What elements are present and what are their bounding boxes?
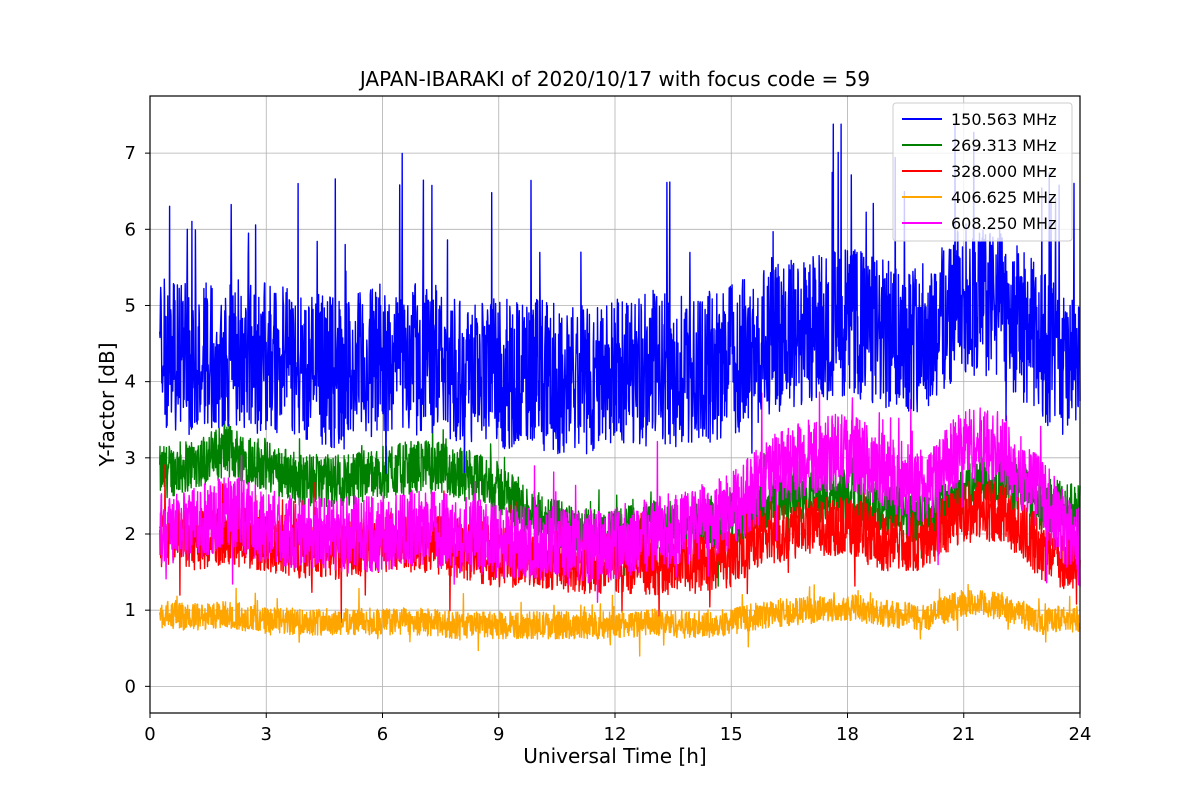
plot-area <box>159 123 1081 657</box>
x-tick-label: 24 <box>1069 724 1092 745</box>
x-tick-label: 21 <box>952 724 975 745</box>
y-tick-label: 0 <box>125 676 136 697</box>
legend-label: 328.000 MHz <box>951 162 1056 181</box>
x-axis-ticks: 0 3 6 9 12 15 18 21 24 <box>144 713 1091 745</box>
legend-label: 269.313 MHz <box>951 136 1056 155</box>
x-tick-label: 0 <box>144 724 155 745</box>
series-line <box>159 583 1081 657</box>
y-tick-label: 1 <box>125 600 136 621</box>
y-axis-label: Y-factor [dB] <box>95 342 119 467</box>
legend-box <box>892 102 1073 242</box>
x-tick-label: 3 <box>261 724 272 745</box>
y-tick-label: 7 <box>125 143 136 164</box>
y-tick-label: 6 <box>125 219 136 240</box>
x-tick-label: 9 <box>493 724 504 745</box>
legend-label: 406.625 MHz <box>951 188 1056 207</box>
chart-title: JAPAN-IBARAKI of 2020/10/17 with focus c… <box>358 67 870 91</box>
y-tick-label: 4 <box>125 372 136 393</box>
y-axis-ticks: 0 1 2 3 4 5 6 7 <box>125 143 150 697</box>
series-line <box>159 391 1081 603</box>
y-tick-label: 5 <box>125 295 136 316</box>
x-axis-label: Universal Time [h] <box>523 744 706 768</box>
y-tick-label: 3 <box>125 448 136 469</box>
legend-label: 608.250 MHz <box>951 214 1056 233</box>
legend-label: 150.563 MHz <box>951 110 1056 129</box>
x-tick-label: 12 <box>604 724 627 745</box>
series-line <box>159 123 1081 474</box>
x-tick-label: 6 <box>377 724 388 745</box>
y-tick-label: 2 <box>125 524 136 545</box>
x-tick-label: 15 <box>720 724 743 745</box>
legend: 150.563 MHz 269.313 MHz 328.000 MHz 406.625… <box>892 102 1073 242</box>
x-tick-label: 18 <box>836 724 859 745</box>
legend-items: 150.563 MHz 269.313 MHz 328.000 MHz 406.625… <box>902 110 1056 233</box>
